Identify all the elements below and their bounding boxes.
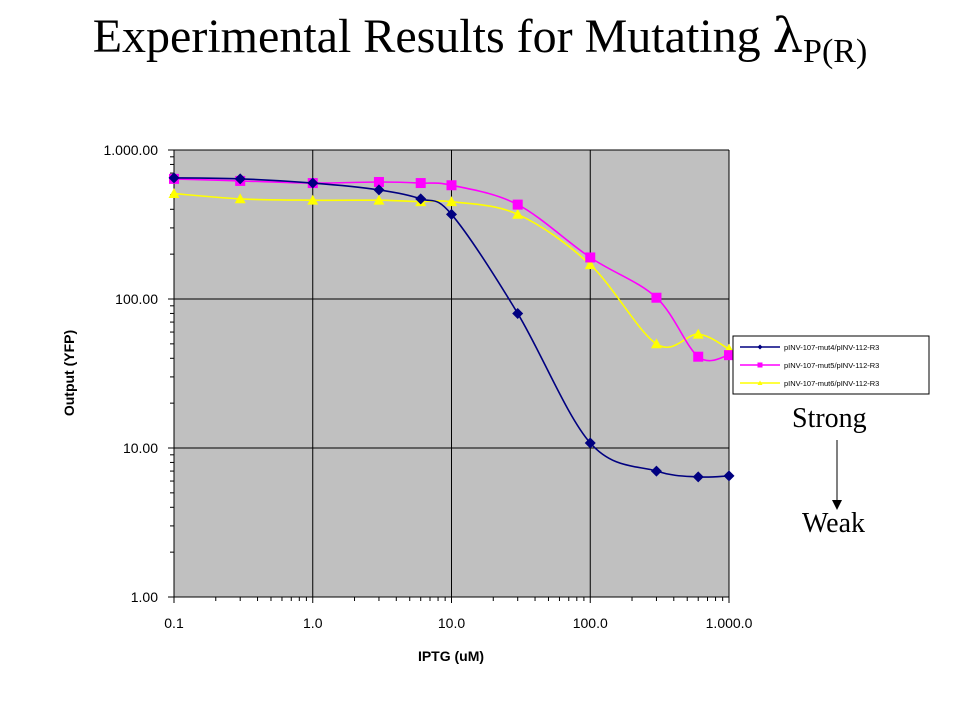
- x-tick-label: 100.0: [573, 615, 608, 631]
- data-point: [724, 350, 734, 361]
- series-layer: [168, 172, 735, 483]
- data-point: [584, 259, 596, 270]
- data-point: [415, 193, 427, 205]
- data-point: [373, 194, 385, 205]
- title-subscript: P(R): [803, 33, 868, 70]
- y-axis-title: Output (YFP): [61, 330, 77, 416]
- data-point: [650, 338, 662, 349]
- data-point: [168, 172, 180, 184]
- y-tick-label: 10.00: [123, 440, 158, 456]
- y-tick-labels: 1.00 10.00 100.00 1.000.00: [104, 142, 174, 605]
- y-tick-label: 1.00: [131, 589, 158, 605]
- legend-label: pINV-107-mut5/pINV-112-R3: [784, 361, 879, 370]
- series-1: [168, 172, 735, 483]
- data-point: [307, 194, 319, 205]
- data-point: [446, 180, 457, 191]
- data-point: [585, 252, 596, 263]
- data-point: [723, 470, 735, 482]
- legend-marker: [757, 362, 763, 368]
- data-point: [692, 471, 704, 483]
- data-point: [373, 176, 384, 187]
- legend: pINV-107-mut4/pINV-112-R3 pINV-107-mut5/p…: [732, 335, 930, 395]
- data-point: [234, 173, 246, 185]
- x-tick-label: 1.000.0: [706, 615, 753, 631]
- data-point: [415, 178, 426, 189]
- data-point: [446, 196, 457, 207]
- data-point: [512, 208, 524, 219]
- slide-title: Experimental Results for Mutating λP(R): [0, 8, 960, 71]
- data-point: [234, 193, 246, 204]
- legend-marker: [757, 380, 763, 385]
- x-tick-label: 10.0: [438, 615, 465, 631]
- data-point: [651, 292, 662, 303]
- y-tick-label: 1.000.00: [104, 142, 159, 158]
- data-point: [512, 307, 524, 319]
- data-point: [307, 177, 319, 189]
- data-point: [168, 188, 180, 198]
- x-tick-label: 0.1: [164, 615, 184, 631]
- legend-label: pINV-107-mut4/pINV-112-R3: [784, 343, 879, 352]
- strength-arrow-head: [832, 500, 842, 510]
- data-point: [373, 184, 385, 196]
- series-3: [168, 188, 735, 354]
- x-tick-label: 1.0: [303, 615, 323, 631]
- legend-label: pINV-107-mut6/pINV-112-R3: [784, 379, 879, 388]
- data-point: [692, 328, 704, 339]
- data-point: [584, 437, 596, 449]
- title-main-text: Experimental Results for Mutating: [92, 10, 773, 63]
- data-point: [512, 199, 523, 210]
- x-tick-labels: 0.1 1.0 10.0 100.0 1.000.0: [164, 597, 753, 631]
- legend-marker: [757, 344, 763, 350]
- lambda-symbol: λ: [772, 8, 804, 64]
- data-point: [650, 465, 662, 477]
- y-tick-label: 100.00: [115, 291, 158, 307]
- x-axis-title: IPTG (uM): [418, 648, 484, 664]
- minor-ticks: [170, 156, 724, 601]
- data-point: [446, 208, 457, 220]
- weak-label: Weak: [802, 508, 866, 539]
- strong-label: Strong: [792, 403, 867, 434]
- data-point: [693, 351, 704, 362]
